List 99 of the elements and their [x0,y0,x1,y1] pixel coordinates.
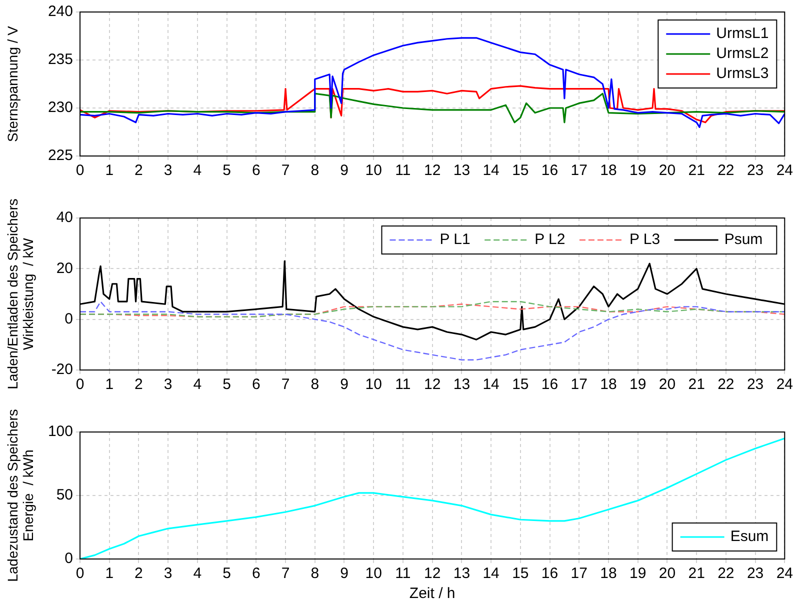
x-tick-label: 2 [134,376,143,394]
x-tick-label: 6 [252,162,260,180]
x-tick-label: 13 [453,162,470,180]
y-axis-title: Sternspannung / V [4,25,21,142]
x-tick-label: 6 [252,376,260,394]
x-tick-label: 9 [340,565,348,582]
x-tick-label: 4 [193,162,202,180]
x-tick-label: 18 [600,565,617,582]
x-tick-label: 14 [482,162,500,180]
y-tick-label: 0 [64,550,73,568]
x-tick-label: 10 [365,376,382,394]
x-tick-label: 7 [281,162,290,180]
x-tick-label: 9 [340,376,348,394]
x-tick-label: 15 [512,162,529,180]
x-tick-label: 24 [776,376,793,394]
x-tick-label: 7 [281,565,290,582]
x-tick-label: 12 [424,376,441,394]
x-axis-title: Zeit / h [409,585,456,602]
legend-label: Psum [724,231,763,248]
legend-label: P L3 [629,231,660,248]
legend-label: UrmsL3 [716,65,769,82]
legend-label: UrmsL2 [716,45,769,62]
x-tick-label: 8 [310,162,320,180]
y-tick-label: -20 [51,361,73,378]
x-tick-label: 14 [482,376,500,394]
x-tick-label: 13 [453,565,470,582]
y-tick-label: 40 [56,209,73,226]
y-tick-label: 50 [56,486,73,504]
x-tick-label: 16 [541,376,558,394]
x-tick-label: 2 [134,162,143,180]
legend-label: P L2 [534,231,566,248]
x-tick-label: 1 [105,376,114,394]
legend-label: Esum [730,528,769,546]
x-tick-label: 17 [570,565,588,582]
x-tick-label: 19 [630,565,646,582]
y-tick-label: 100 [48,423,73,440]
x-tick-label: 22 [718,162,734,180]
y-tick-label: 240 [48,3,73,20]
x-tick-label: 3 [164,376,172,394]
x-tick-label: 5 [222,376,231,394]
x-tick-label: 1 [105,162,114,180]
x-tick-label: 17 [570,376,588,394]
x-tick-label: 16 [541,162,558,180]
x-tick-label: 8 [310,376,320,394]
x-tick-label: 0 [76,376,84,394]
x-tick-label: 17 [570,162,588,180]
x-tick-label: 20 [658,376,676,394]
y-tick-label: 0 [64,310,73,328]
x-tick-label: 13 [453,376,470,394]
x-tick-label: 0 [76,565,84,582]
y-tick-label: 230 [48,99,73,116]
x-tick-label: 18 [600,376,617,394]
y-axis-title: Laden/Entladen des Speichers Wirkleistung / kW [4,198,36,390]
x-tick-label: 5 [222,162,231,180]
x-tick-label: 0 [76,162,84,180]
x-tick-label: 3 [164,565,172,582]
x-tick-label: 21 [688,162,705,180]
x-tick-label: 14 [482,565,500,582]
x-tick-label: 10 [365,162,382,180]
x-tick-label: 20 [658,565,676,582]
x-tick-label: 4 [193,376,202,394]
x-tick-label: 22 [718,565,734,582]
x-tick-label: 24 [776,565,793,582]
x-tick-label: 24 [776,162,793,180]
y-tick-label: 235 [48,51,73,68]
x-tick-label: 21 [688,565,705,582]
x-tick-label: 11 [395,162,411,180]
x-tick-label: 4 [193,565,202,582]
x-tick-label: 23 [746,376,764,394]
x-tick-label: 15 [512,376,529,394]
x-tick-label: 3 [164,162,172,180]
x-tick-label: 19 [630,376,646,394]
x-tick-label: 12 [424,162,441,180]
x-tick-label: 18 [600,162,617,180]
x-tick-label: 22 [718,376,734,394]
x-tick-label: 7 [281,376,290,394]
y-axis-title: Ladezustand des Speichers Energie / kWh [4,409,36,582]
x-tick-label: 12 [424,565,441,582]
legend-label: P L1 [440,231,470,248]
x-tick-label: 9 [340,162,348,180]
x-tick-label: 21 [688,376,705,394]
x-tick-label: 15 [512,565,529,582]
x-tick-label: 23 [746,162,764,180]
x-tick-label: 11 [395,565,411,582]
x-tick-label: 10 [365,565,382,582]
x-tick-label: 8 [310,565,320,582]
x-tick-label: 2 [134,565,143,582]
x-tick-label: 5 [222,565,231,582]
legend-label: UrmsL1 [716,25,769,42]
line-series [80,301,785,360]
x-tick-label: 23 [746,565,764,582]
y-tick-label: 20 [56,260,73,277]
x-tick-label: 19 [630,162,646,180]
x-tick-label: 6 [252,565,260,582]
x-tick-label: 20 [658,162,676,180]
x-tick-label: 11 [395,376,411,394]
y-tick-label: 225 [48,147,73,164]
x-tick-label: 16 [541,565,558,582]
x-tick-label: 1 [105,565,114,582]
